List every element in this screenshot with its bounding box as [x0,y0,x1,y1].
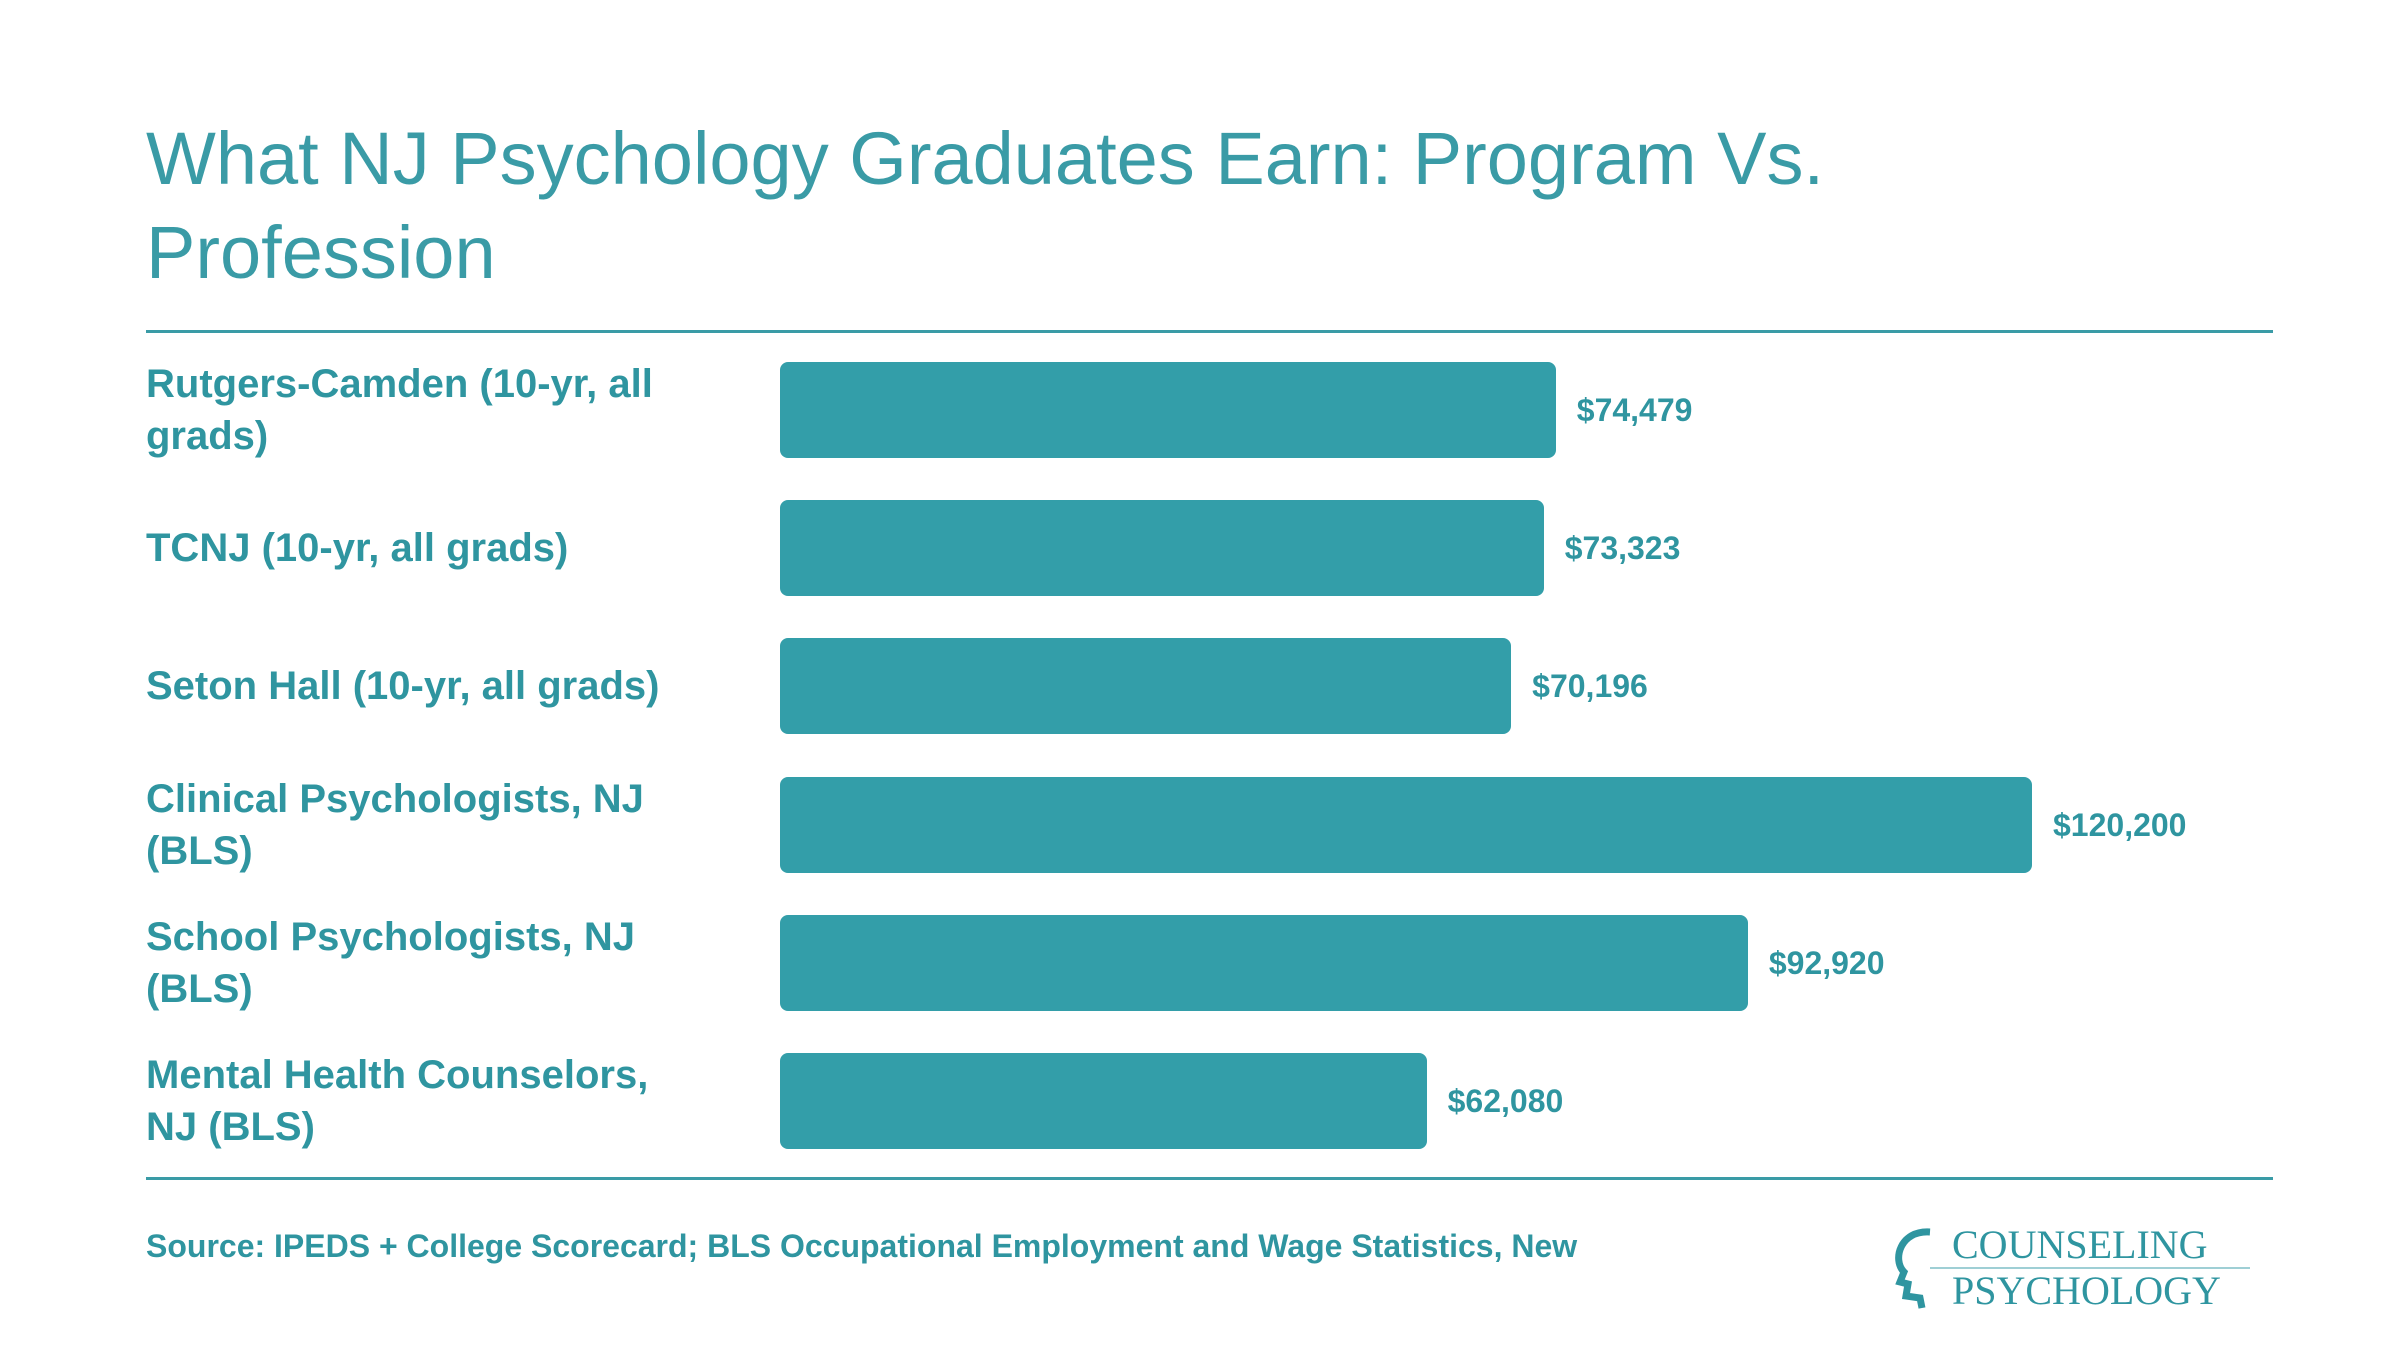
value-label: $70,196 [1532,668,1648,705]
category-label: Seton Hall (10-yr, all grads) [146,664,660,709]
bottom-rule [146,1177,2273,1180]
value-label: $74,479 [1576,392,1693,428]
source-note: Source: IPEDS + College Scorecard; BLS O… [146,1228,1578,1264]
chart-title: What NJ Psychology Graduates Earn: Progr… [146,117,1825,294]
bar [780,776,2032,873]
category-label: School Psychologists, NJ (BLS) [146,914,636,1011]
logo: COUNSELING PSYCHOLOGY [1895,1222,2250,1310]
bar [780,914,1748,1011]
category-label: Mental Health Counselors, NJ (BLS) [146,1053,649,1149]
logo-line1: COUNSELING [1952,1222,2208,1267]
logo-line2: PSYCHOLOGY [1952,1268,2221,1310]
bar [780,638,1512,735]
value-label: $120,200 [2053,806,2187,843]
category-label: Clinical Psychologists, NJ (BLS) [146,776,644,873]
top-rule [146,330,2273,333]
value-label: $73,323 [1564,530,1681,567]
bar [780,362,1556,458]
category-label: TCNJ (10-yr, all grads) [146,526,569,571]
bar [780,500,1544,597]
category-label: Rutgers-Camden (10-yr, all grads) [146,362,653,458]
bar [780,1053,1427,1149]
value-label: $92,920 [1768,944,1885,981]
value-label: $62,080 [1447,1083,1564,1119]
logo-head [1895,1228,1931,1309]
